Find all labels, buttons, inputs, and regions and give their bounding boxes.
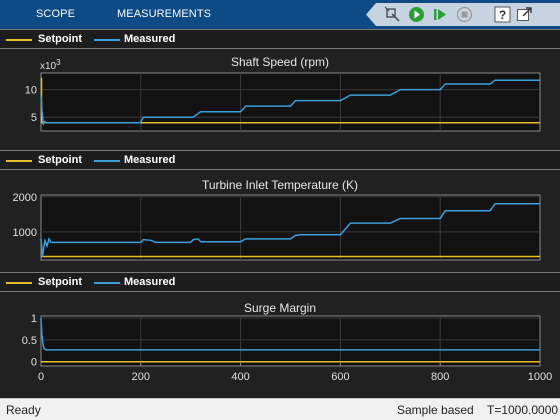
legend-shaft-speed: Setpoint Measured — [0, 29, 560, 49]
y-tick-label: 0.5 — [22, 335, 37, 347]
undock-icon[interactable] — [516, 6, 533, 23]
axis-exponent-label: x103 — [40, 58, 61, 72]
stop-icon[interactable] — [456, 6, 473, 23]
legend-measured-label[interactable]: Measured — [124, 33, 176, 45]
measured-series-line — [40, 79, 540, 126]
axis-exponent-power: 3 — [56, 58, 61, 67]
measured-legend-line — [94, 39, 120, 41]
status-time: T=1000.0000 — [487, 403, 559, 417]
help-icon[interactable]: ? — [494, 6, 511, 23]
simulation-toolbar: ? — [366, 3, 560, 26]
plot-area — [40, 72, 541, 132]
svg-text:?: ? — [499, 8, 506, 22]
status-bar: Ready Sample based T=1000.0000 — [0, 398, 560, 420]
surge-margin-title: Surge Margin — [243, 301, 317, 315]
surge-margin-panel: Surge Margin 0 0.5 1 0 200 400 600 800 1000 — [0, 292, 560, 398]
x-tick-label: 400 — [231, 371, 249, 383]
y-tick-label: 10 — [25, 85, 37, 97]
toolstrip: SCOPE MEASUREMENTS ? — [0, 0, 560, 29]
run-icon[interactable] — [408, 6, 425, 23]
surge-margin-chart[interactable]: 0 0.5 1 0 200 400 600 800 1000 — [0, 292, 560, 398]
y-tick-label: 5 — [31, 112, 37, 124]
turbine-temp-panel: Turbine Inlet Temperature (K) 1000 2000 — [0, 170, 560, 272]
legend-setpoint-label[interactable]: Setpoint — [38, 154, 82, 166]
y-tick-label: 2000 — [13, 192, 37, 204]
measured-series-line — [40, 318, 540, 351]
status-mode: Sample based — [397, 403, 474, 417]
legend-turbine-temp: Setpoint Measured — [0, 150, 560, 170]
tab-scope[interactable]: SCOPE — [36, 8, 76, 20]
turbine-temp-title: Turbine Inlet Temperature (K) — [201, 178, 359, 192]
measured-legend-line — [94, 160, 120, 162]
shaft-speed-title: Shaft Speed (rpm) — [230, 55, 330, 69]
legend-measured-label[interactable]: Measured — [124, 276, 176, 288]
tab-measurements[interactable]: MEASUREMENTS — [117, 8, 212, 20]
setpoint-series-line — [40, 77, 540, 124]
y-tick-label: 0 — [31, 357, 37, 369]
legend-setpoint-label[interactable]: Setpoint — [38, 276, 82, 288]
setpoint-legend-line — [6, 160, 32, 162]
y-tick-label: 1000 — [13, 227, 37, 239]
measured-legend-line — [94, 282, 120, 284]
legend-measured-label[interactable]: Measured — [124, 154, 176, 166]
legend-setpoint-label[interactable]: Setpoint — [38, 33, 82, 45]
shaft-speed-panel: Shaft Speed (rpm) 5 10 x103 — [0, 49, 560, 150]
setpoint-legend-line — [6, 282, 32, 284]
x-tick-label: 600 — [331, 371, 349, 383]
highlight-block-icon[interactable] — [384, 6, 401, 23]
plot-area — [40, 315, 541, 367]
x-tick-label: 1000 — [528, 371, 552, 383]
x-tick-label: 0 — [38, 371, 44, 383]
shaft-speed-chart[interactable]: 5 10 x103 — [0, 49, 560, 150]
setpoint-legend-line — [6, 39, 32, 41]
measured-series-line — [40, 203, 540, 257]
x-tick-label: 800 — [431, 371, 449, 383]
x-tick-label: 200 — [132, 371, 150, 383]
status-ready: Ready — [6, 403, 41, 417]
legend-surge-margin: Setpoint Measured — [0, 272, 560, 292]
plot-area — [40, 194, 541, 261]
turbine-temp-chart[interactable]: 1000 2000 — [0, 170, 560, 272]
y-tick-label: 1 — [31, 313, 37, 325]
step-forward-icon[interactable] — [432, 6, 449, 23]
